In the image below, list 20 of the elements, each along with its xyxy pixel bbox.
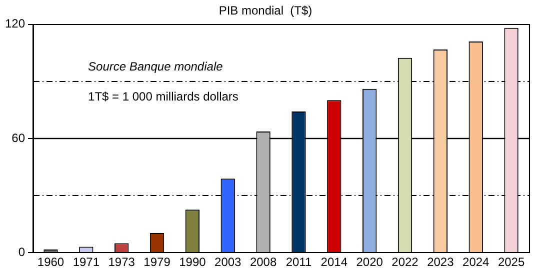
- x-tick-label: 1960: [37, 255, 64, 270]
- x-tick-label: 2011: [286, 255, 312, 270]
- x-tick-label: 2003: [214, 255, 242, 270]
- x-tick-label: 2023: [427, 255, 454, 270]
- y-tick-label: 60: [12, 130, 26, 145]
- x-tick-label: 2014: [320, 255, 348, 270]
- y-tick-label: 0: [18, 244, 26, 259]
- annotation: 1T$ = 1 000 milliards dollars: [88, 90, 238, 104]
- x-tick-label: 1979: [144, 255, 171, 270]
- x-tick-label: 1971: [72, 255, 100, 270]
- x-tick-label: 2020: [356, 255, 384, 270]
- x-tick-label: 2025: [498, 255, 525, 270]
- x-tick-label: 1990: [179, 255, 206, 270]
- annotation: Source Banque mondiale: [88, 60, 224, 74]
- x-tick-label: 2008: [250, 255, 277, 270]
- y-tick-label: 120: [4, 16, 26, 31]
- x-tick-label: 2024: [462, 255, 490, 270]
- chart-title: PIB mondial (T$): [218, 4, 312, 18]
- x-tick-label: 2022: [392, 255, 419, 270]
- x-tick-label: 1973: [108, 255, 136, 270]
